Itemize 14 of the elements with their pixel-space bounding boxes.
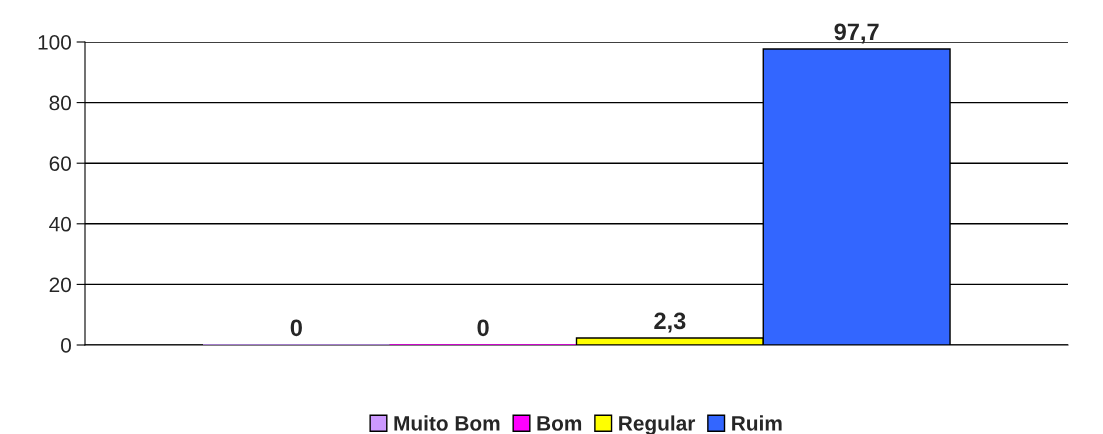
data-label: 0 — [290, 319, 302, 337]
y-tick-label: 40 — [49, 216, 71, 232]
y-tick-label: 0 — [61, 338, 71, 353]
y-tick-label: 80 — [49, 95, 71, 111]
data-label: 0 — [477, 319, 489, 337]
y-tick-label: 100 — [38, 35, 71, 50]
legend-label: Muito Bom — [394, 415, 500, 431]
y-tick-label: 60 — [49, 156, 71, 171]
data-label: 2,3 — [654, 312, 686, 333]
data-label: 97,7 — [834, 23, 879, 44]
legend-label: Ruim — [732, 415, 782, 431]
y-tick-label: 20 — [49, 277, 71, 293]
legend-label: Regular — [619, 415, 696, 434]
legend-label: Bom — [537, 416, 582, 431]
